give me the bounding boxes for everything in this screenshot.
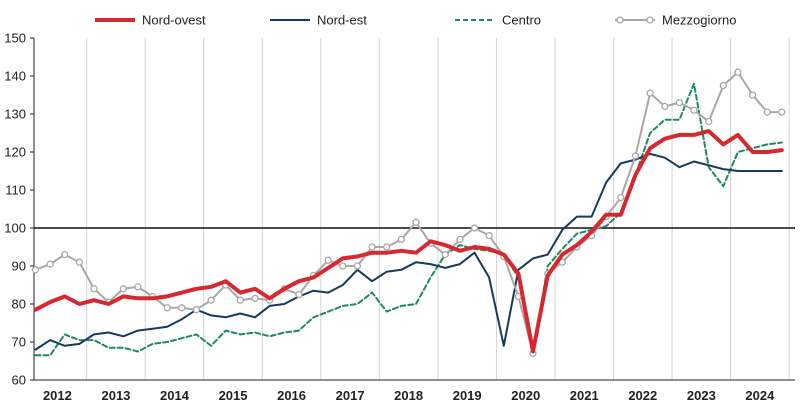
point-mezzogiorno [690,106,698,114]
y-axis-ticks: 60 70 80 90 100 110 120 130 140 150 [4,31,34,388]
series-centro [34,82,783,357]
x-tick-label: 2019 [453,388,482,403]
point-mezzogiorno [251,294,259,302]
point-mezzogiorno [339,262,347,270]
y-tick-label: 120 [4,145,26,160]
legend-label-mezzogiorno: Mezzogiorno [662,13,736,28]
y-tick-label: 150 [4,31,26,46]
line-centro [34,82,783,357]
x-tick-label: 2015 [219,388,248,403]
legend-item-mezzogiorno: Mezzogiorno [615,13,736,28]
point-mezzogiorno [90,285,98,293]
point-mezzogiorno [631,152,640,160]
point-mezzogiorno [748,91,757,99]
grid-lines [86,38,790,380]
series-nord-est [34,152,783,351]
x-tick-label: 2013 [101,388,130,403]
y-tick-label: 70 [12,335,26,350]
point-mezzogiorno [470,224,479,232]
y-tick-label: 110 [5,183,26,198]
legend-item-centro: Centro [455,13,541,28]
point-mezzogiorno [61,250,69,259]
x-tick-label: 2023 [687,388,716,403]
point-mezzogiorno [383,243,391,251]
legend-item-nord-est: Nord-est [270,13,367,28]
y-tick-label: 140 [4,69,26,84]
point-mezzogiorno [236,296,244,304]
y-tick-label: 80 [12,297,26,312]
x-tick-label: 2018 [394,388,423,403]
legend-item-nord-ovest: Nord-ovest [95,13,206,28]
point-mezzogiorno [661,102,669,111]
legend-label-nord-ovest: Nord-ovest [142,13,206,28]
point-mezzogiorno [456,235,464,244]
x-tick-label: 2012 [43,388,72,403]
point-mezzogiorno [485,231,493,240]
point-mezzogiorno [163,304,171,312]
point-mezzogiorno [46,260,54,268]
point-mezzogiorno [134,283,142,291]
point-mezzogiorno [675,98,684,107]
point-mezzogiorno [397,235,405,244]
y-tick-label: 90 [12,259,26,274]
point-mezzogiorno [353,262,362,270]
legend-label-nord-est: Nord-est [317,13,367,28]
point-mezzogiorno [705,117,713,126]
y-tick-label: 130 [4,107,26,122]
point-mezzogiorno [368,243,376,251]
legend-marker [616,16,624,24]
x-tick-label: 2020 [511,388,540,403]
point-mezzogiorno [617,193,625,202]
point-mezzogiorno [75,258,84,266]
series-lines [31,68,786,358]
point-mezzogiorno [119,285,127,293]
point-mezzogiorno [763,108,771,116]
point-mezzogiorno [31,266,40,274]
axes [33,38,795,381]
point-mezzogiorno [207,296,215,304]
y-tick-label: 60 [12,373,26,388]
point-mezzogiorno [192,306,201,314]
y-tick-label: 100 [4,221,26,236]
point-mezzogiorno [441,250,449,259]
x-tick-label: 2016 [277,388,306,403]
legend-label-centro: Centro [502,13,541,28]
point-mezzogiorno [178,304,186,312]
series-nord-ovest [33,129,784,354]
point-mezzogiorno [778,108,786,116]
line-nord-ovest [33,129,784,354]
point-mezzogiorno [324,256,332,264]
line-mezzogiorno [34,71,783,355]
x-axis-ticks: 2012 2013 2014 2015 2016 2017 2018 2019 2020 2021… [43,388,775,403]
x-tick-label: 2022 [628,388,657,403]
point-mezzogiorno [719,81,727,90]
x-tick-label: 2021 [570,388,599,403]
point-mezzogiorno [295,290,303,299]
legend: Nord-ovest Nord-est Centro Mezzogiorno [95,13,736,28]
legend-marker [646,16,654,24]
point-mezzogiorno [412,218,420,226]
x-tick-label: 2014 [160,388,190,403]
point-mezzogiorno [646,89,654,97]
x-tick-label: 2017 [336,388,365,403]
x-tick-label: 2024 [745,388,775,403]
point-mezzogiorno [734,68,742,76]
line-nord-est [34,152,783,351]
